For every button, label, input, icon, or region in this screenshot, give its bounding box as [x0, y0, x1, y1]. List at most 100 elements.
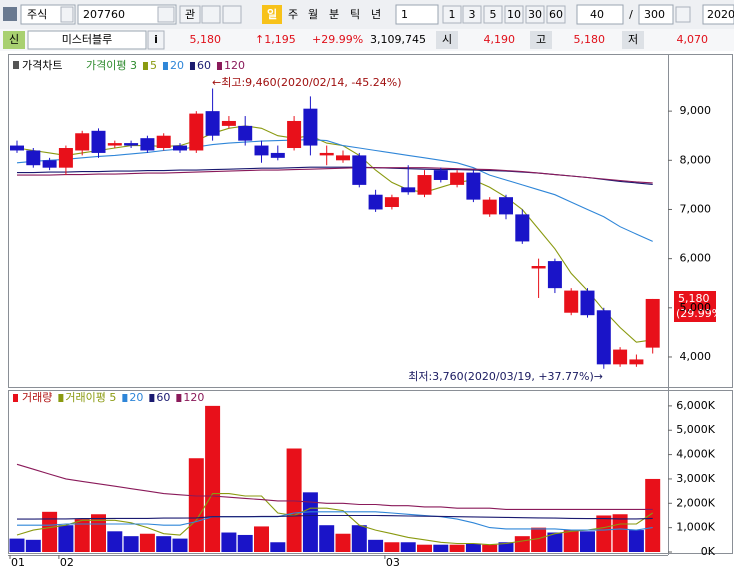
period-button[interactable]: 월: [308, 8, 318, 21]
volume-bar: [254, 526, 269, 552]
view-count-input[interactable]: [576, 4, 624, 25]
candle-body: [107, 143, 122, 146]
period-button[interactable]: 일: [267, 7, 277, 21]
candle-body: [140, 138, 155, 151]
dropdown[interactable]: [60, 6, 74, 23]
y-tick-label: 8,000: [680, 153, 712, 166]
low-label: 저: [628, 33, 638, 46]
period-button[interactable]: 틱: [350, 8, 360, 21]
legend-icon: [13, 61, 19, 69]
volume-bar: [319, 525, 335, 552]
legend-icon: [13, 394, 18, 402]
candle-body: [596, 310, 611, 365]
legend-swatch: [149, 394, 155, 402]
volume-title: 거래량: [22, 391, 52, 404]
count-select[interactable]: [395, 4, 439, 25]
ma-line: [16, 493, 654, 546]
high-annotation: ←최고:9,460(2020/02/14, -45.24%): [212, 76, 402, 89]
interval-label: 3: [469, 8, 476, 21]
candle-body: [238, 125, 253, 141]
volume-bar: [465, 543, 481, 552]
stock-name: 미스터블루: [62, 33, 113, 46]
legend-swatch: [216, 62, 222, 70]
volume-bar: [221, 532, 237, 552]
legend-label: 120: [224, 59, 245, 72]
x-tick-label: 03: [386, 556, 400, 569]
legend-label: 120: [183, 391, 204, 404]
period-button[interactable]: 분: [329, 8, 339, 21]
change: ↑1,195: [255, 33, 296, 46]
code-input[interactable]: [77, 4, 177, 25]
interval-label: 30: [528, 8, 542, 21]
volume-bar: [417, 544, 432, 552]
volume-bar: [237, 534, 253, 552]
candle-body: [384, 197, 399, 208]
candle-body: [466, 172, 481, 200]
volume-bar: [433, 544, 449, 552]
period-button[interactable]: 년: [371, 8, 381, 21]
low: 4,070: [677, 33, 709, 46]
menu-icon[interactable]: [3, 7, 17, 21]
search[interactable]: [157, 6, 175, 23]
candle-body: [75, 133, 90, 151]
date-input[interactable]: [702, 4, 734, 25]
volume-bar: [596, 515, 612, 552]
volume-bar: [628, 530, 644, 552]
period-button[interactable]: 주: [288, 8, 298, 21]
volume-bar: [384, 542, 400, 552]
volume-bar: [482, 544, 498, 552]
info-button[interactable]: [147, 30, 165, 50]
watch: 관: [185, 8, 195, 21]
low-label-bg: [622, 31, 644, 49]
view-count: 40: [590, 8, 604, 21]
legend-swatch: [122, 394, 128, 402]
market: 주식: [27, 8, 47, 21]
interval-label: 5: [490, 8, 497, 21]
volume-bar: [547, 532, 563, 552]
volume-bar: [107, 531, 123, 552]
candle-body: [613, 349, 628, 365]
y-tick-label: 6,000: [680, 252, 712, 265]
volume-bar: [400, 542, 416, 552]
open: 4,190: [484, 33, 516, 46]
price-pane: [8, 54, 733, 388]
name-box: [27, 30, 147, 50]
legend-swatch: [189, 62, 195, 70]
candle-body: [531, 266, 546, 269]
volume-bar: [172, 538, 188, 552]
ma-line: [16, 463, 653, 510]
interval-button[interactable]: [504, 5, 524, 24]
legend-swatch: [176, 394, 182, 402]
volume-bar: [368, 539, 384, 552]
x-tick-label: 02: [60, 556, 74, 569]
watch-button[interactable]: [179, 5, 201, 24]
interval-label: 1: [449, 8, 456, 21]
y-tick-label: 7,000: [680, 202, 712, 215]
candle-body: [629, 359, 644, 365]
interval-button[interactable]: [546, 5, 566, 24]
spin-button[interactable]: [222, 5, 242, 24]
volume-bar: [351, 525, 367, 552]
total-count-input[interactable]: [638, 4, 674, 25]
interval-button[interactable]: [442, 5, 462, 24]
interval-button[interactable]: [483, 5, 503, 24]
volume-bar: [498, 542, 514, 552]
ma-line: [16, 125, 653, 343]
price: 5,180: [190, 33, 222, 46]
interval-button[interactable]: [462, 5, 482, 24]
candle-body: [303, 108, 318, 146]
candle-body: [205, 111, 220, 136]
interval-button[interactable]: [525, 5, 545, 24]
candle-body: [10, 145, 24, 151]
volume-bar: [123, 536, 139, 552]
config-button[interactable]: [201, 5, 221, 24]
ma-line: [17, 511, 653, 531]
candle-body: [58, 148, 73, 168]
candle-body: [564, 290, 579, 313]
period-count: 1: [401, 8, 408, 21]
high: 5,180: [574, 33, 606, 46]
volume-bar: [612, 514, 628, 552]
tool-icon[interactable]: [675, 6, 691, 23]
y-tick-label: 3,000K: [676, 472, 715, 485]
